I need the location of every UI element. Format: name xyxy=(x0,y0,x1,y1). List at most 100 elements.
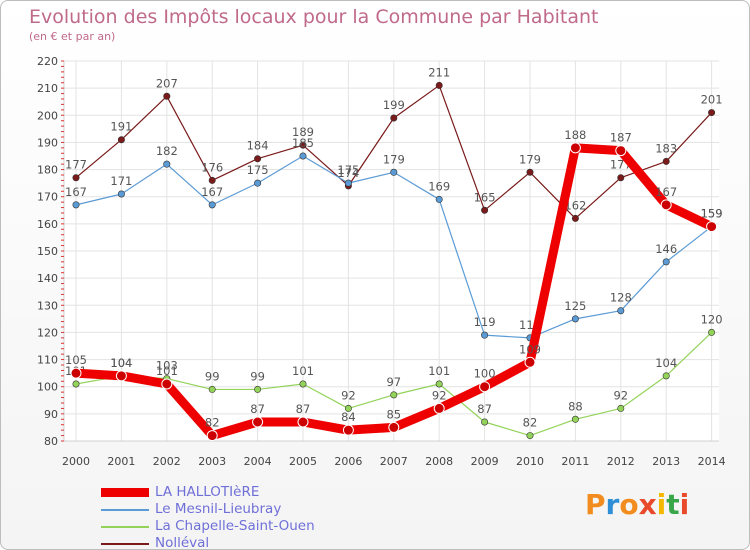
data-label: 167 xyxy=(655,185,677,199)
data-point xyxy=(252,416,264,428)
x-tick-label: 2009 xyxy=(471,455,499,468)
data-point xyxy=(435,81,443,89)
data-point xyxy=(571,415,579,423)
legend-item-la-hallotiere[interactable]: LA HALLOTIèRE xyxy=(101,484,401,501)
legend-swatch xyxy=(101,543,149,545)
data-label: 87 xyxy=(250,402,265,416)
legend-swatch xyxy=(101,509,149,511)
legend-item-nolleval[interactable]: Nolléval xyxy=(101,535,401,550)
x-tick-label: 2005 xyxy=(289,455,317,468)
data-point xyxy=(254,385,262,393)
logo-letter: P xyxy=(585,488,606,521)
y-tick-label: 150 xyxy=(37,245,58,258)
data-point xyxy=(72,174,80,182)
data-label: 169 xyxy=(428,179,450,193)
data-point xyxy=(662,157,670,165)
data-point xyxy=(206,430,218,442)
data-label: 92 xyxy=(613,388,628,402)
data-point xyxy=(617,307,625,315)
data-label: 188 xyxy=(564,128,586,142)
data-point xyxy=(297,416,309,428)
data-label: 87 xyxy=(477,402,492,416)
data-point xyxy=(390,391,398,399)
y-tick-label: 210 xyxy=(37,82,58,95)
legend-label: Nolléval xyxy=(155,535,210,550)
legend-item-la-chapelle-saint-ouen[interactable]: La Chapelle-Saint-Ouen xyxy=(101,518,401,535)
data-label: 99 xyxy=(250,369,265,383)
data-label: 97 xyxy=(386,375,401,389)
data-point xyxy=(299,152,307,160)
legend-item-le-mesnil-lieubray[interactable]: Le Mesnil-Lieubray xyxy=(101,501,401,518)
data-label: 183 xyxy=(655,141,677,155)
data-point xyxy=(254,179,262,187)
data-point xyxy=(481,418,489,426)
chart-subtitle: (en € et par an) xyxy=(29,30,116,43)
data-point xyxy=(163,160,171,168)
data-label: 211 xyxy=(428,65,450,79)
data-label: 201 xyxy=(701,93,723,107)
logo-letter: t xyxy=(666,488,680,521)
data-point xyxy=(344,404,352,412)
data-point xyxy=(524,356,536,368)
data-point xyxy=(615,145,627,157)
data-label: 174 xyxy=(337,166,359,180)
y-tick-label: 220 xyxy=(37,55,58,68)
data-label: 165 xyxy=(474,190,496,204)
series-3: 1771912071761841891741992111651791621771… xyxy=(65,65,723,222)
logo-letter: i xyxy=(656,488,667,521)
x-tick-label: 2013 xyxy=(652,455,680,468)
x-tick-label: 2014 xyxy=(698,455,726,468)
data-label: 179 xyxy=(519,152,541,166)
data-label: 162 xyxy=(564,198,586,212)
data-point xyxy=(662,372,670,380)
data-point xyxy=(571,315,579,323)
legend-swatch xyxy=(101,526,149,528)
data-label: 109 xyxy=(519,342,541,356)
data-point xyxy=(70,367,82,379)
data-label: 99 xyxy=(205,369,220,383)
data-label: 184 xyxy=(247,139,269,153)
legend-label: Le Mesnil-Lieubray xyxy=(155,501,282,517)
data-point xyxy=(435,195,443,203)
data-label: 182 xyxy=(156,144,178,158)
data-label: 128 xyxy=(610,291,632,305)
y-tick-label: 90 xyxy=(44,408,58,421)
data-label: 92 xyxy=(432,388,447,402)
data-label: 119 xyxy=(474,315,496,329)
data-label: 207 xyxy=(156,76,178,90)
data-point xyxy=(526,168,534,176)
data-label: 104 xyxy=(655,356,677,370)
data-label: 146 xyxy=(655,242,677,256)
data-point xyxy=(617,404,625,412)
x-tick-label: 2011 xyxy=(561,455,589,468)
data-label: 120 xyxy=(701,312,723,326)
legend-label: La Chapelle-Saint-Ouen xyxy=(155,518,315,534)
data-label: 199 xyxy=(383,98,405,112)
y-tick-label: 190 xyxy=(37,136,58,149)
data-point xyxy=(72,201,80,209)
data-point xyxy=(208,201,216,209)
y-tick-label: 130 xyxy=(37,299,58,312)
data-label: 101 xyxy=(292,364,314,378)
legend-swatch xyxy=(101,488,149,497)
data-point xyxy=(479,381,491,393)
data-label: 103 xyxy=(156,359,178,373)
data-point xyxy=(161,378,173,390)
y-tick-label: 140 xyxy=(37,272,58,285)
data-point xyxy=(390,114,398,122)
data-point xyxy=(390,168,398,176)
y-tick-label: 200 xyxy=(37,109,58,122)
y-tick-label: 100 xyxy=(37,381,58,394)
logo-letter: o xyxy=(619,488,639,521)
data-point xyxy=(299,380,307,388)
data-point xyxy=(481,331,489,339)
chart-legend: LA HALLOTIèRE Le Mesnil-Lieubray La Chap… xyxy=(101,484,401,550)
data-label: 105 xyxy=(65,353,87,367)
data-label: 87 xyxy=(296,402,311,416)
x-tick-label: 2002 xyxy=(153,455,181,468)
data-label: 159 xyxy=(701,207,723,221)
data-label: 104 xyxy=(110,356,132,370)
data-point xyxy=(617,174,625,182)
